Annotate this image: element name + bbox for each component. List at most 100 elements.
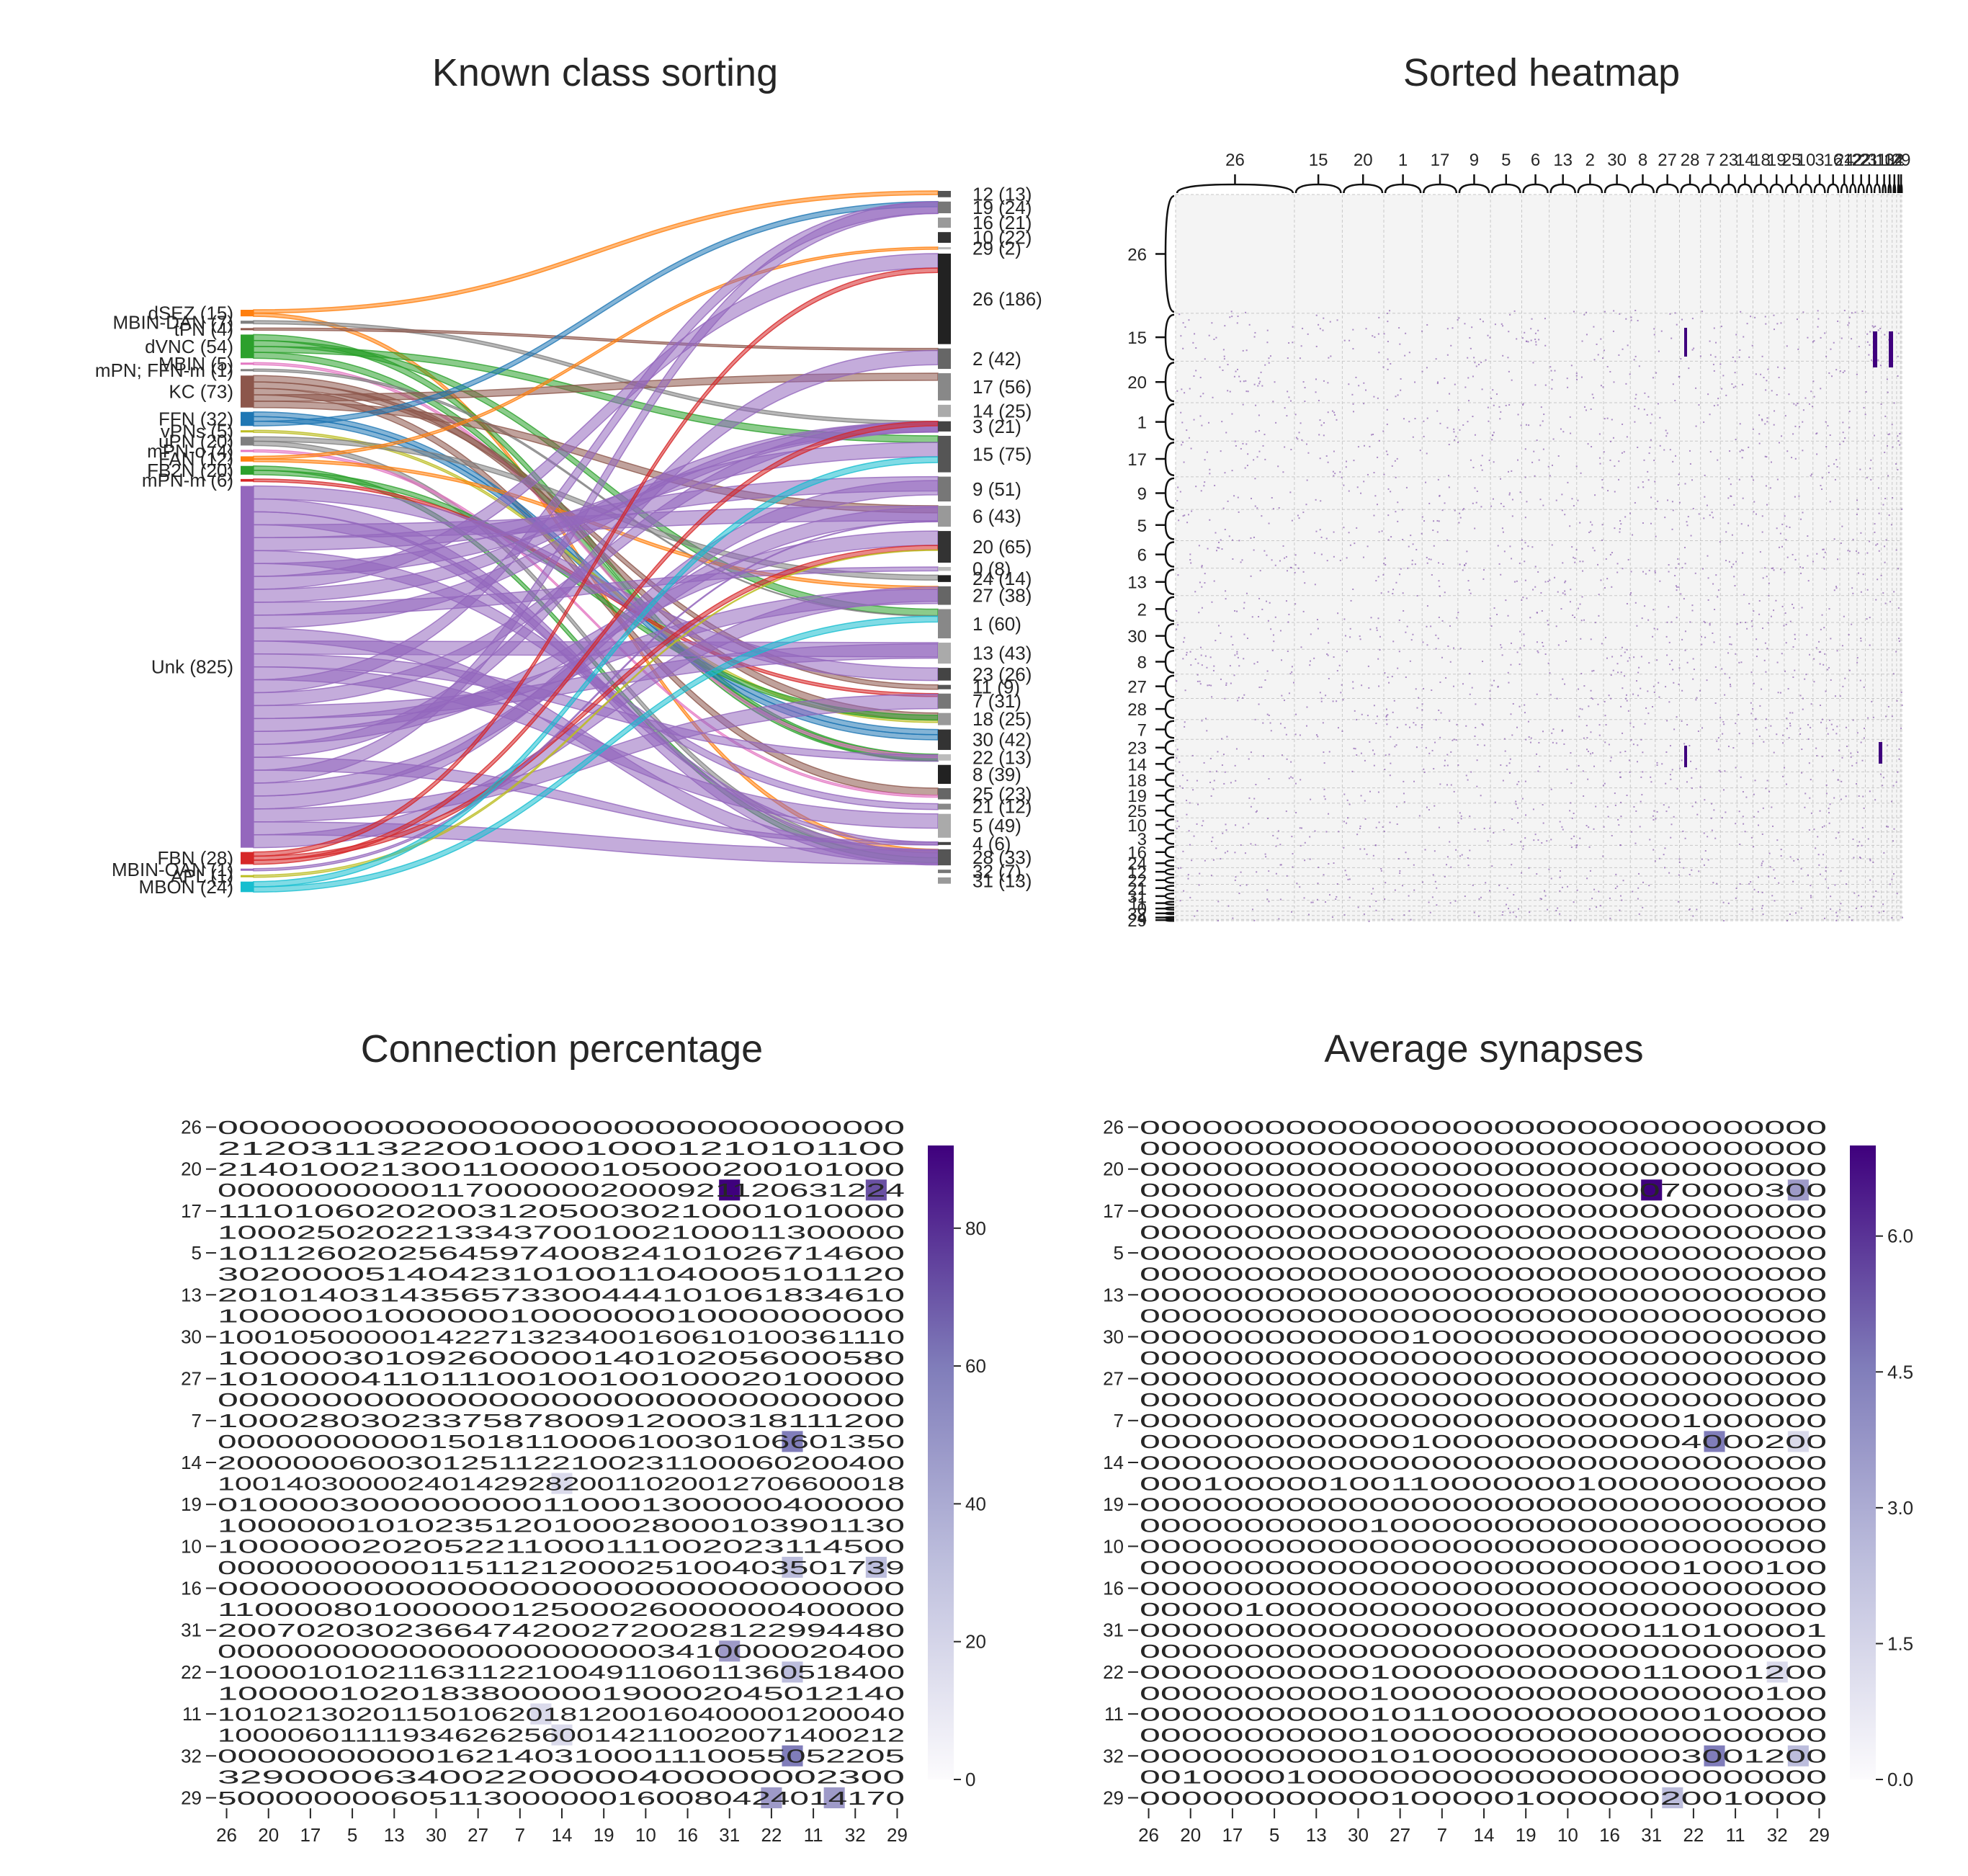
- heatmap-dot: [1296, 883, 1298, 885]
- heatmap-dot: [1573, 311, 1575, 313]
- heatmap-dot: [1585, 409, 1587, 411]
- heatmap-dot: [1200, 490, 1202, 492]
- heatmap-dot: [1343, 618, 1346, 620]
- heatmap-dot: [1224, 325, 1226, 327]
- sankey-right-label: 10 (22): [972, 227, 1032, 249]
- heatmap-dot: [1844, 437, 1846, 439]
- heatmap-dot: [1861, 311, 1864, 313]
- heatmap-dot: [1642, 481, 1644, 483]
- heatmap-dot: [1459, 812, 1461, 814]
- heatmap-dot: [1438, 562, 1440, 564]
- heatmap-row-text: 000000000000000000000000000000000: [1140, 1368, 1827, 1390]
- heatmap-dot: [1875, 599, 1877, 601]
- heatmap-dot: [1754, 718, 1756, 720]
- heatmap-dot: [1840, 780, 1843, 782]
- heatmap-dot: [1766, 504, 1768, 506]
- heatmap-dot: [1346, 557, 1348, 559]
- heatmap-dot: [1741, 383, 1743, 385]
- heatmap-dot: [1305, 725, 1307, 727]
- heatmap-dot: [1413, 780, 1415, 782]
- heatmap-dot: [1877, 329, 1879, 331]
- heatmap-dot: [1374, 495, 1377, 497]
- heatmap-dot: [1845, 883, 1847, 885]
- heatmap-dot: [1377, 658, 1379, 660]
- heatmap-dot: [1222, 832, 1224, 834]
- heatmap-row-text: 000000000001000000000000000000100: [1140, 1682, 1827, 1704]
- heatmap-dot: [1186, 813, 1188, 816]
- heatmap-dot: [1493, 607, 1495, 609]
- x-tick-label: 26: [1138, 1824, 1159, 1846]
- heatmap-dot: [1758, 433, 1761, 435]
- heatmap-dot: [1386, 723, 1388, 725]
- heatmap-dot: [1291, 836, 1293, 838]
- heatmap-dot: [1779, 532, 1781, 535]
- heatmap-dot: [1648, 885, 1650, 887]
- heatmap-dot: [1887, 475, 1889, 477]
- heatmap-dot: [1289, 673, 1292, 675]
- heatmap-dot: [1752, 707, 1754, 710]
- sankey-right-node: [938, 232, 951, 244]
- heatmap-dot: [1637, 887, 1640, 889]
- heatmap-dot: [1594, 494, 1596, 496]
- heatmap-dot: [1676, 586, 1678, 588]
- heatmap-dot: [1750, 316, 1752, 318]
- heatmap-dot: [1233, 495, 1235, 497]
- heatmap-dot: [1537, 571, 1539, 573]
- heatmap-dot: [1879, 773, 1882, 775]
- heatmap-dot: [1634, 398, 1637, 400]
- heatmap-dot: [1883, 852, 1885, 854]
- heatmap-dot: [1730, 483, 1732, 486]
- heatmap-dot: [1825, 445, 1828, 447]
- x-tick-label: 10: [635, 1824, 656, 1846]
- heatmap-left-brace: [1155, 699, 1175, 719]
- heatmap-row-text: 000000000000000000000000070000300: [1140, 1179, 1827, 1201]
- heatmap-dot: [1241, 559, 1243, 561]
- sankey-right-node: [938, 877, 951, 884]
- heatmap-left-brace: [1155, 868, 1175, 876]
- heatmap-col-label: 32: [1884, 151, 1904, 170]
- heatmap-dot: [1279, 844, 1282, 846]
- heatmap-dot: [1539, 766, 1541, 768]
- heatmap-dot: [1327, 654, 1329, 656]
- sankey-right-label: 31 (13): [972, 870, 1032, 891]
- heatmap-dot: [1323, 751, 1325, 754]
- x-tick-label: 32: [845, 1824, 866, 1846]
- heatmap-dot: [1272, 401, 1274, 403]
- heatmap-dot: [1770, 725, 1772, 727]
- sankey-right-node: [938, 668, 951, 681]
- heatmap-dot: [1836, 915, 1838, 917]
- sankey-right-node: [938, 841, 951, 845]
- heatmap-dot: [1226, 736, 1228, 738]
- heatmap-dot: [1204, 481, 1206, 483]
- heatmap-dot: [1258, 597, 1261, 599]
- heatmap-dot: [1306, 706, 1308, 708]
- heatmap-dot: [1712, 632, 1714, 634]
- heatmap-dot: [1315, 530, 1318, 532]
- heatmap-dot: [1610, 674, 1612, 676]
- sankey-right-label: 16 (21): [972, 212, 1032, 233]
- sankey-right-label: 6 (43): [972, 506, 1021, 527]
- heatmap-col-label: 10: [1797, 151, 1816, 170]
- heatmap-dot: [1415, 548, 1418, 550]
- heatmap-dot: [1291, 671, 1293, 673]
- heatmap-dot: [1267, 818, 1269, 820]
- heatmap-dot: [1503, 828, 1505, 831]
- heatmap-dot: [1599, 905, 1601, 907]
- heatmap-dot: [1668, 571, 1670, 573]
- heatmap-top-brace: [1892, 174, 1897, 194]
- heatmap-dot: [1858, 552, 1860, 554]
- heatmap-dot: [1489, 617, 1491, 620]
- heatmap-dot: [1494, 801, 1496, 803]
- heatmap-dot: [1786, 728, 1788, 730]
- heatmap-dot: [1431, 689, 1433, 692]
- heatmap-dot: [1727, 522, 1730, 524]
- heatmap-dot: [1329, 321, 1331, 323]
- heatmap-dot: [1304, 841, 1306, 844]
- heatmap-dot: [1586, 749, 1588, 751]
- heatmap-dot: [1307, 333, 1309, 335]
- heatmap-row-label: 25: [1127, 802, 1147, 821]
- heatmap-left-brace: [1155, 739, 1175, 756]
- heatmap-row-text: 000000000001011000000000000100000: [1140, 1703, 1827, 1725]
- heatmap-dot: [1856, 550, 1858, 553]
- heatmap-dot: [1853, 892, 1856, 894]
